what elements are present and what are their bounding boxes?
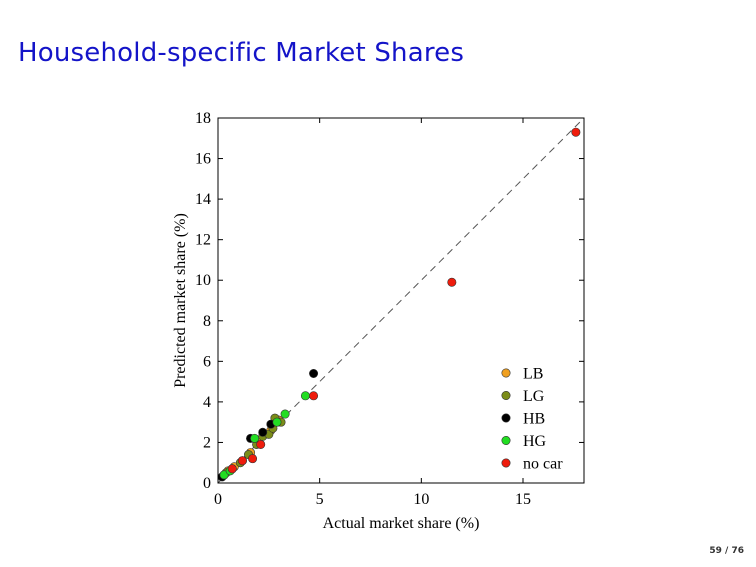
slide-title: Household-specific Market Shares <box>18 38 465 68</box>
y-tick-label: 16 <box>195 151 211 168</box>
x-tick-label: 15 <box>515 491 531 508</box>
legend-label: HG <box>523 433 547 450</box>
legend-marker <box>501 368 511 378</box>
x-tick-label: 5 <box>316 491 324 508</box>
legend-label: HB <box>523 411 545 428</box>
data-point-no-car <box>248 454 258 464</box>
y-tick-label: 6 <box>203 353 211 370</box>
x-axis-label: Actual market share (%) <box>323 515 480 532</box>
legend-marker <box>501 458 511 468</box>
y-tick-label: 12 <box>195 232 211 249</box>
x-tick-label: 10 <box>413 491 429 508</box>
axes: 0 5 10 15 0 2 4 6 8 10 12 14 16 18 <box>195 110 584 508</box>
data-point-no-car <box>571 127 581 137</box>
y-tick-label: 2 <box>203 434 211 451</box>
data-point-hg <box>272 417 282 427</box>
data-point-hg <box>250 433 260 443</box>
y-tick-label: 4 <box>203 394 211 411</box>
data-point-no-car <box>227 464 237 474</box>
legend-label: LG <box>523 388 545 405</box>
y-tick-label: 10 <box>195 272 211 289</box>
y-axis-label: Predicted market share (%) <box>172 213 189 388</box>
legend-marker <box>501 435 511 445</box>
data-point-no-car <box>237 456 247 466</box>
data-point-no-car <box>256 439 266 449</box>
x-tick-label: 0 <box>214 491 222 508</box>
y-tick-label: 18 <box>195 110 211 127</box>
plot-frame <box>217 117 585 484</box>
legend: LB LG HB HG no car <box>501 366 563 473</box>
data-point-hb <box>309 368 319 378</box>
page-number: 59 / 76 <box>709 546 744 556</box>
data-points <box>217 127 581 482</box>
y-tick-label: 8 <box>203 313 211 330</box>
legend-marker <box>501 413 511 423</box>
legend-label: LB <box>523 366 543 383</box>
data-point-hg <box>300 391 310 401</box>
y-tick-label: 14 <box>195 191 211 208</box>
data-point-no-car <box>447 277 457 287</box>
legend-marker <box>501 390 511 400</box>
data-point-hg <box>280 409 290 419</box>
data-point-no-car <box>309 391 319 401</box>
legend-label: no car <box>523 456 563 473</box>
data-point-hb <box>258 427 268 437</box>
y-tick-label: 0 <box>203 475 211 492</box>
